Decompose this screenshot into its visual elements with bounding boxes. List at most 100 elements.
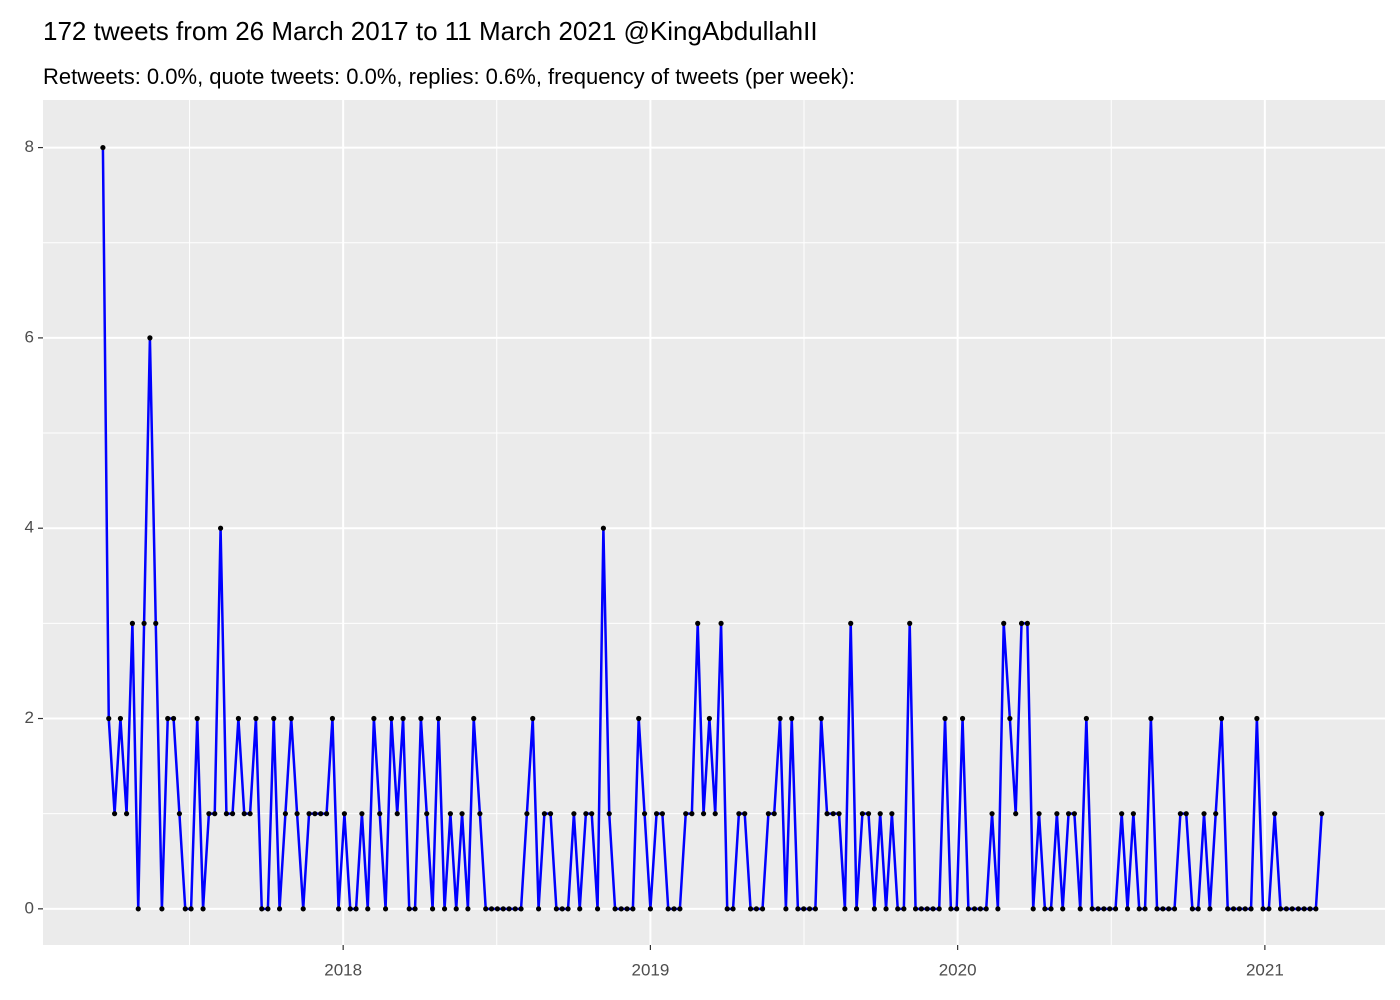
chart-subtitle: Retweets: 0.0%, quote tweets: 0.0%, repl… bbox=[43, 64, 855, 89]
data-point bbox=[217, 525, 224, 531]
y-tick-label: 6 bbox=[25, 327, 34, 346]
data-point bbox=[1242, 906, 1248, 912]
data-point bbox=[1119, 811, 1125, 817]
data-point bbox=[477, 811, 483, 817]
data-point bbox=[1154, 906, 1160, 912]
data-point bbox=[647, 906, 654, 912]
data-point bbox=[565, 906, 571, 912]
data-point bbox=[223, 811, 230, 817]
data-point bbox=[730, 906, 736, 912]
data-point bbox=[759, 906, 766, 912]
data-point bbox=[600, 525, 606, 531]
data-point bbox=[265, 906, 271, 912]
data-point bbox=[1071, 811, 1077, 817]
data-point bbox=[1160, 906, 1166, 912]
data-point bbox=[117, 715, 124, 722]
data-point bbox=[801, 906, 807, 912]
data-point bbox=[1266, 906, 1272, 912]
data-point bbox=[895, 906, 901, 912]
data-point bbox=[371, 715, 377, 722]
data-point bbox=[465, 906, 471, 912]
data-point bbox=[100, 144, 106, 151]
data-point bbox=[365, 906, 371, 912]
data-point bbox=[983, 906, 989, 912]
data-point bbox=[1060, 906, 1066, 912]
data-point bbox=[377, 811, 383, 817]
data-point bbox=[1018, 620, 1025, 626]
data-point bbox=[1124, 906, 1131, 912]
data-point bbox=[483, 906, 489, 912]
data-point bbox=[447, 811, 453, 817]
data-point bbox=[1007, 715, 1013, 722]
data-point bbox=[288, 715, 294, 722]
data-point bbox=[1030, 906, 1036, 912]
data-point bbox=[259, 906, 265, 912]
chart-title: 172 tweets from 26 March 2017 to 11 Marc… bbox=[43, 16, 818, 46]
x-tick-label: 2019 bbox=[631, 960, 669, 979]
data-point bbox=[141, 620, 147, 626]
data-point bbox=[1095, 906, 1101, 912]
data-point bbox=[612, 906, 618, 912]
y-tick-label: 0 bbox=[25, 898, 34, 917]
x-tick-label: 2021 bbox=[1246, 960, 1284, 979]
data-point bbox=[1077, 906, 1083, 912]
data-point bbox=[671, 906, 677, 912]
data-point bbox=[123, 811, 130, 817]
data-point bbox=[1272, 811, 1278, 817]
data-point bbox=[212, 811, 218, 817]
data-point bbox=[1112, 906, 1119, 912]
data-point bbox=[965, 906, 971, 912]
data-point bbox=[683, 811, 689, 817]
data-point bbox=[182, 906, 188, 912]
data-point bbox=[877, 811, 883, 817]
data-point bbox=[1189, 906, 1195, 912]
data-point bbox=[512, 906, 518, 912]
data-point bbox=[200, 906, 206, 912]
data-point bbox=[1201, 811, 1207, 817]
data-point bbox=[459, 811, 465, 817]
data-point bbox=[1183, 811, 1189, 817]
data-point bbox=[1142, 906, 1148, 912]
data-point bbox=[812, 906, 818, 912]
data-point bbox=[1295, 906, 1301, 912]
data-point bbox=[323, 811, 330, 817]
data-point bbox=[700, 811, 707, 817]
data-point bbox=[1195, 906, 1201, 912]
data-point bbox=[1236, 906, 1242, 912]
data-point bbox=[606, 811, 612, 817]
data-point bbox=[359, 811, 365, 817]
data-point bbox=[859, 811, 865, 817]
data-point bbox=[1254, 715, 1260, 722]
data-point bbox=[659, 811, 665, 817]
data-point bbox=[176, 811, 183, 817]
x-tick-label: 2018 bbox=[324, 960, 362, 979]
data-point bbox=[1213, 811, 1219, 817]
data-point bbox=[1307, 906, 1313, 912]
data-point bbox=[1319, 811, 1325, 817]
data-point bbox=[871, 906, 877, 912]
data-point bbox=[1207, 906, 1213, 912]
data-point bbox=[742, 811, 748, 817]
data-point bbox=[912, 906, 919, 912]
data-point bbox=[853, 906, 860, 912]
data-point bbox=[111, 811, 118, 817]
data-point bbox=[936, 906, 942, 912]
data-point bbox=[241, 811, 247, 817]
data-point bbox=[1248, 906, 1254, 912]
data-point bbox=[153, 620, 159, 626]
data-point bbox=[665, 906, 671, 912]
data-point bbox=[318, 811, 324, 817]
data-point bbox=[836, 811, 842, 817]
data-point bbox=[247, 811, 253, 817]
data-point bbox=[329, 715, 336, 722]
data-point bbox=[889, 811, 895, 817]
data-point bbox=[1130, 811, 1136, 817]
data-point bbox=[689, 811, 695, 817]
data-point bbox=[506, 906, 512, 912]
data-point bbox=[771, 811, 777, 817]
series-line bbox=[101, 147, 1323, 911]
data-point bbox=[948, 906, 954, 912]
data-point bbox=[653, 811, 660, 817]
data-point bbox=[341, 811, 347, 817]
data-point bbox=[1024, 620, 1030, 626]
